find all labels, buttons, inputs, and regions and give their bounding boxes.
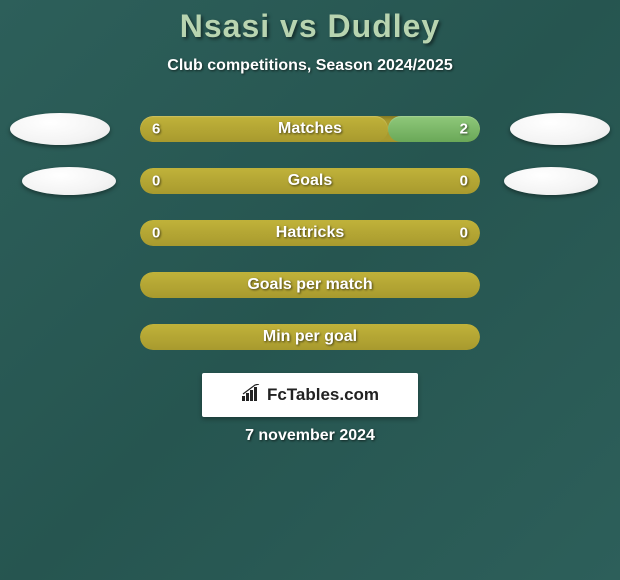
player-left-icon [22,167,116,195]
logo-text: FcTables.com [241,384,379,407]
fctables-logo[interactable]: FcTables.com [202,373,418,417]
stat-value-right: 2 [460,121,468,138]
stat-bar: Min per goal [140,324,480,350]
stat-bar: 0 Hattricks 0 [140,220,480,246]
chart-bars-icon [241,384,263,407]
stat-row-gpm: Goals per match [0,271,620,299]
stat-value-right: 0 [460,173,468,190]
stat-value-left: 0 [152,225,160,242]
stat-row-hattricks: 0 Hattricks 0 [0,219,620,247]
comparison-card: Nsasi vs Dudley Club competitions, Seaso… [0,0,620,445]
page-title: Nsasi vs Dudley [0,8,620,45]
stat-value-left: 0 [152,173,160,190]
subtitle: Club competitions, Season 2024/2025 [0,57,620,75]
stat-value-left: 6 [152,121,160,138]
player-left-icon [10,113,110,145]
player-right-icon [510,113,610,145]
stat-bar: Goals per match [140,272,480,298]
stat-bar: 6 Matches 2 [140,116,480,142]
bar-left-fill [140,116,388,142]
stat-label: Min per goal [263,328,357,346]
stat-label: Goals [288,172,332,190]
stat-row-goals: 0 Goals 0 [0,167,620,195]
logo-label: FcTables.com [267,385,379,405]
stat-label: Matches [278,120,342,138]
stat-row-matches: 6 Matches 2 [0,115,620,143]
stat-value-right: 0 [460,225,468,242]
player-right-icon [504,167,598,195]
date-label: 7 november 2024 [0,427,620,445]
stats-rows: 6 Matches 2 0 Goals 0 0 Hattricks 0 [0,115,620,351]
stat-row-mpg: Min per goal [0,323,620,351]
stat-bar: 0 Goals 0 [140,168,480,194]
stat-label: Hattricks [276,224,344,242]
stat-label: Goals per match [247,276,372,294]
